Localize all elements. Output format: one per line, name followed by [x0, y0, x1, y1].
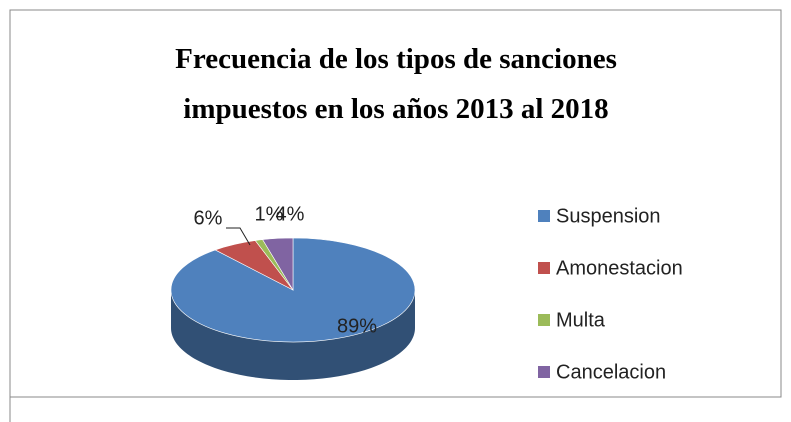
data-label: 89% [337, 315, 377, 337]
chart-title: impuestos en los años 2013 al 2018 [183, 93, 608, 125]
legend-swatch [538, 366, 550, 378]
pie-slice [262, 237, 294, 292]
data-label: 1% [255, 203, 284, 225]
legend-swatch [538, 210, 550, 222]
data-label: 6% [194, 207, 223, 229]
legend-label: Multa [556, 309, 606, 331]
data-label: 4% [276, 203, 305, 225]
leader-line [226, 227, 251, 246]
legend-label: Cancelacion [556, 361, 666, 383]
legend-label: Suspension [556, 205, 661, 227]
legend-swatch [538, 314, 550, 326]
legend-label: Amonestacion [556, 257, 683, 279]
chart-title: Frecuencia de los tipos de sanciones [175, 43, 617, 75]
pie-side [171, 290, 415, 380]
legend-swatch [538, 262, 550, 274]
